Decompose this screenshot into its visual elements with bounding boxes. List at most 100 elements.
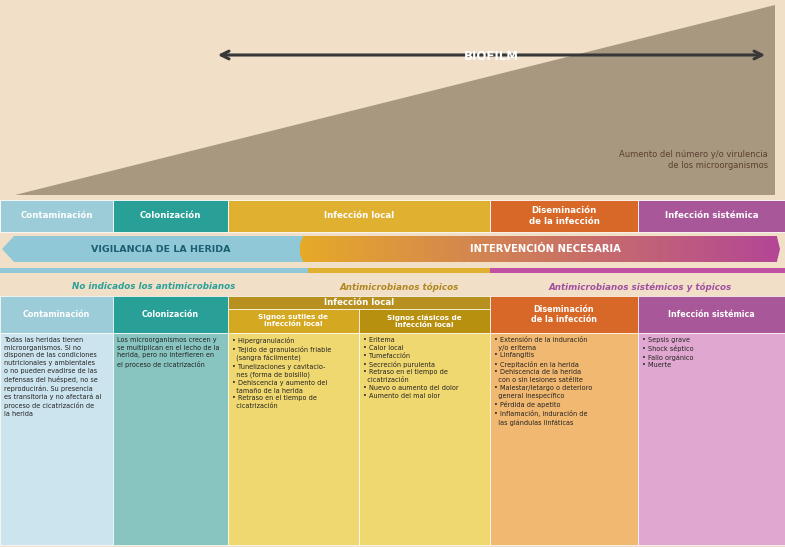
- Polygon shape: [319, 236, 323, 262]
- Polygon shape: [537, 236, 540, 262]
- Polygon shape: [623, 236, 626, 262]
- Polygon shape: [770, 236, 773, 262]
- Polygon shape: [486, 236, 489, 262]
- Polygon shape: [614, 236, 617, 262]
- Text: VIGILANCIA DE LA HERIDA: VIGILANCIA DE LA HERIDA: [91, 245, 231, 253]
- Polygon shape: [710, 236, 713, 262]
- Polygon shape: [777, 236, 780, 262]
- Polygon shape: [409, 236, 412, 262]
- Polygon shape: [585, 236, 588, 262]
- Polygon shape: [648, 236, 652, 262]
- Polygon shape: [534, 236, 537, 262]
- Polygon shape: [335, 236, 338, 262]
- Polygon shape: [505, 236, 508, 262]
- Polygon shape: [597, 236, 601, 262]
- Polygon shape: [479, 236, 483, 262]
- Text: • Eritema
• Calor local
• Tumefacción
• Secreción purulenta
• Retraso en el tiem: • Eritema • Calor local • Tumefacción • …: [363, 337, 458, 399]
- Polygon shape: [520, 236, 524, 262]
- Polygon shape: [396, 236, 400, 262]
- Polygon shape: [329, 236, 332, 262]
- Polygon shape: [412, 236, 415, 262]
- Polygon shape: [694, 236, 697, 262]
- Polygon shape: [495, 236, 498, 262]
- Text: Diseminación
de la infección: Diseminación de la infección: [531, 305, 597, 324]
- Polygon shape: [687, 236, 690, 262]
- Polygon shape: [418, 236, 422, 262]
- Polygon shape: [591, 236, 594, 262]
- Polygon shape: [642, 236, 645, 262]
- Bar: [113, 200, 228, 232]
- Polygon shape: [732, 236, 736, 262]
- Bar: [490, 200, 638, 232]
- Polygon shape: [655, 236, 659, 262]
- Polygon shape: [569, 236, 572, 262]
- Polygon shape: [492, 236, 495, 262]
- Text: Infección sistémica: Infección sistémica: [668, 310, 755, 319]
- Bar: [359, 309, 490, 333]
- Polygon shape: [706, 236, 710, 262]
- Polygon shape: [773, 236, 777, 262]
- Polygon shape: [444, 236, 447, 262]
- Polygon shape: [566, 236, 569, 262]
- Polygon shape: [677, 236, 681, 262]
- Bar: [0, 200, 113, 232]
- Polygon shape: [751, 236, 754, 262]
- Polygon shape: [2, 236, 320, 262]
- Polygon shape: [476, 236, 479, 262]
- Polygon shape: [354, 236, 358, 262]
- Polygon shape: [742, 236, 745, 262]
- Polygon shape: [309, 236, 312, 262]
- Bar: [638, 333, 785, 545]
- Polygon shape: [326, 236, 329, 262]
- Polygon shape: [332, 236, 335, 262]
- Polygon shape: [511, 236, 514, 262]
- Text: Colonización: Colonización: [142, 310, 199, 319]
- Polygon shape: [697, 236, 700, 262]
- Polygon shape: [617, 236, 620, 262]
- Polygon shape: [764, 236, 767, 262]
- Polygon shape: [611, 236, 614, 262]
- Bar: [638, 296, 785, 333]
- Text: No indicados los antimicrobianos: No indicados los antimicrobianos: [72, 282, 236, 291]
- Polygon shape: [489, 236, 492, 262]
- Polygon shape: [531, 236, 534, 262]
- Text: Infección sistémica: Infección sistémica: [665, 212, 758, 220]
- Polygon shape: [498, 236, 502, 262]
- Polygon shape: [434, 236, 437, 262]
- Bar: [228, 200, 490, 232]
- Polygon shape: [300, 236, 303, 262]
- Polygon shape: [713, 236, 716, 262]
- Polygon shape: [572, 236, 575, 262]
- Polygon shape: [306, 236, 309, 262]
- Text: Infección local: Infección local: [324, 212, 394, 220]
- Polygon shape: [441, 236, 444, 262]
- Bar: [228, 309, 359, 333]
- Polygon shape: [703, 236, 706, 262]
- Bar: [308, 268, 490, 273]
- Polygon shape: [671, 236, 674, 262]
- Bar: [228, 333, 359, 545]
- Polygon shape: [316, 236, 319, 262]
- Bar: [0, 333, 113, 545]
- Polygon shape: [546, 236, 550, 262]
- Bar: [490, 333, 638, 545]
- Polygon shape: [514, 236, 517, 262]
- Polygon shape: [367, 236, 371, 262]
- Text: Contaminación: Contaminación: [20, 212, 93, 220]
- Text: Los microorganismos crecen y
se multiplican en el lecho de la
herida, pero no in: Los microorganismos crecen y se multipli…: [117, 337, 220, 368]
- Polygon shape: [716, 236, 719, 262]
- Polygon shape: [684, 236, 687, 262]
- Polygon shape: [400, 236, 403, 262]
- Polygon shape: [604, 236, 608, 262]
- Polygon shape: [579, 236, 582, 262]
- Polygon shape: [633, 236, 636, 262]
- Polygon shape: [767, 236, 770, 262]
- Polygon shape: [422, 236, 425, 262]
- Polygon shape: [483, 236, 486, 262]
- Text: Infección local: Infección local: [324, 298, 394, 307]
- Polygon shape: [15, 5, 775, 195]
- Bar: [638, 200, 785, 232]
- Polygon shape: [739, 236, 742, 262]
- Polygon shape: [457, 236, 460, 262]
- Text: Antimicrobianos tópicos: Antimicrobianos tópicos: [339, 282, 458, 292]
